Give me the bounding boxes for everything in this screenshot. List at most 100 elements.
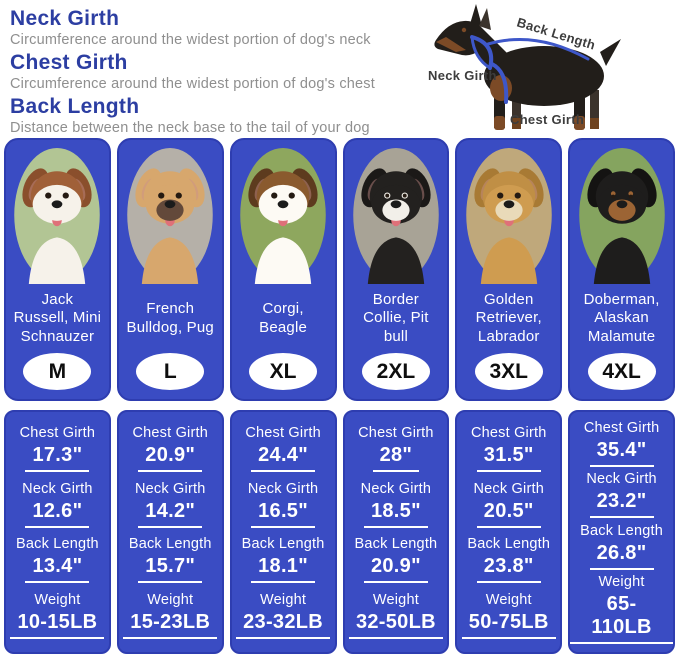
size-card-xl: Corgi, Beagle XL	[229, 138, 337, 401]
weight-group: Weight 23-32LB	[236, 592, 331, 640]
neck-girth-value: 16.5"	[251, 500, 316, 528]
definition-chest-girth: Chest Girth Circumference around the wid…	[10, 51, 422, 92]
measurement-label: Back Length	[467, 536, 551, 553]
definition-title: Back Length	[10, 95, 140, 118]
back-length-value: 15.7"	[138, 555, 203, 584]
chest-girth-value: 24.4"	[251, 444, 316, 472]
spec-card-4xl: Chest Girth 35.4" Neck Girth 23.2" Back …	[568, 410, 675, 654]
dog-photo	[578, 147, 665, 284]
neck-girth-value: 18.5"	[363, 500, 428, 528]
measurement-label: Neck Girth	[473, 480, 544, 497]
breed-label: French Bulldog, Pug	[126, 299, 214, 336]
size-badge-text: 2XL	[376, 359, 416, 383]
measurement-definitions: Neck Girth Circumference around the wide…	[10, 4, 422, 138]
chest-girth-group: Chest Girth 35.4"	[583, 420, 660, 468]
measurement-label: Weight	[260, 592, 307, 609]
dog-photo	[465, 147, 552, 284]
definition-title: Neck Girth	[10, 7, 120, 30]
measurement-label: Chest Girth	[358, 424, 434, 441]
dog-photo	[127, 147, 213, 284]
neck-girth-value: 23.2"	[589, 490, 654, 519]
definition-back-length: Back Length Distance between the neck ba…	[10, 95, 422, 136]
size-badge: 2XL	[361, 353, 430, 390]
measurement-label: Chest Girth	[470, 424, 547, 441]
neck-girth-value: 14.2"	[138, 500, 203, 528]
chest-girth-value: 17.3"	[25, 444, 90, 472]
back-length-value: 26.8"	[589, 542, 654, 570]
dog-photo	[14, 147, 101, 284]
definition-description: Circumference around the widest portion …	[10, 76, 375, 92]
size-card-2xl: Border Collie, Pit bull 2XL	[342, 138, 450, 401]
size-badge-text: 3XL	[489, 359, 528, 383]
chest-girth-group: Chest Girth 31.5"	[471, 425, 547, 472]
size-badge-text: L	[163, 359, 177, 383]
measurement-label: Weight	[598, 573, 645, 590]
back-length-value: 23.8"	[476, 555, 541, 584]
dog-measurement-diagram: Back Length Neck Girth Chest Girth	[422, 4, 679, 138]
weight-group: Weight 10-15LB	[10, 592, 105, 640]
chest-strap	[490, 62, 509, 104]
size-badge: 4XL	[587, 353, 656, 390]
neck-girth-label: Neck Girth	[428, 68, 497, 83]
definition-neck-girth: Neck Girth Circumference around the wide…	[10, 7, 422, 48]
neck-girth-group: Neck Girth 23.2"	[586, 471, 657, 519]
neck-girth-group: Neck Girth 20.5"	[473, 481, 544, 528]
back-length-group: Back Length 13.4"	[16, 536, 99, 584]
spec-card-l: Chest Girth 20.9" Neck Girth 14.2" Back …	[116, 410, 224, 654]
neck-girth-value: 12.6"	[25, 500, 90, 528]
back-length-line	[486, 38, 590, 61]
measurement-label: Back Length	[580, 522, 663, 539]
measurement-label: Chest Girth	[132, 424, 208, 441]
neck-girth-group: Neck Girth 18.5"	[361, 481, 432, 528]
spec-card-2xl: Chest Girth 28" Neck Girth 18.5" Back Le…	[342, 410, 450, 654]
measurement-label: Weight	[485, 592, 532, 609]
breed-label: Border Collie, Pit bull	[363, 290, 429, 345]
spec-card-xl: Chest Girth 24.4" Neck Girth 16.5" Back …	[229, 410, 337, 654]
weight-value: 50-75LB	[461, 611, 556, 640]
measurement-label: Neck Girth	[586, 471, 657, 488]
breed-label: Corgi, Beagle	[259, 299, 308, 336]
dog-photo	[353, 147, 439, 284]
weight-value: 32-50LB	[348, 611, 443, 640]
weight-value: 23-32LB	[236, 611, 331, 640]
size-card-l: French Bulldog, Pug L	[116, 138, 224, 401]
measurement-cards-row: Chest Girth 17.3" Neck Girth 12.6" Back …	[0, 410, 679, 654]
chest-girth-group: Chest Girth 24.4"	[245, 425, 321, 472]
chest-girth-label: Chest Girth	[510, 112, 584, 127]
weight-value: 65-110LB	[570, 593, 673, 644]
chest-girth-value: 35.4"	[589, 439, 654, 468]
definition-description: Distance between the neck base to the ta…	[10, 120, 370, 136]
chest-girth-group: Chest Girth 20.9"	[132, 425, 208, 472]
definition-description: Circumference around the widest portion …	[10, 32, 371, 48]
measurement-label: Back Length	[241, 536, 325, 553]
back-length-group: Back Length 20.9"	[355, 536, 438, 584]
weight-group: Weight 50-75LB	[461, 592, 556, 640]
back-length-group: Back Length 15.7"	[128, 536, 212, 584]
measurement-label: Neck Girth	[360, 480, 432, 497]
measurement-label: Chest Girth	[583, 420, 660, 437]
back-length-value: 13.4"	[25, 555, 90, 584]
measurement-label: Neck Girth	[22, 480, 93, 497]
size-badge-text: 4XL	[602, 359, 641, 383]
neck-girth-value: 20.5"	[476, 500, 541, 528]
definition-title: Chest Girth	[10, 51, 128, 74]
spec-card-3xl: Chest Girth 31.5" Neck Girth 20.5" Back …	[455, 410, 563, 654]
size-card-m: Jack Russell, Mini Schnauzer M	[4, 138, 111, 401]
measurement-label: Weight	[372, 592, 419, 609]
measurement-label: Back Length	[128, 536, 212, 553]
chest-girth-value: 28"	[372, 444, 420, 472]
neck-girth-group: Neck Girth 16.5"	[248, 481, 319, 528]
neck-girth-group: Neck Girth 14.2"	[135, 481, 206, 528]
measurement-label: Neck Girth	[134, 480, 206, 497]
weight-value: 10-15LB	[10, 611, 105, 640]
dog-illustration: Back Length Neck Girth Chest Girth	[428, 4, 621, 130]
measurement-label: Chest Girth	[19, 424, 96, 441]
breed-cards-row: Jack Russell, Mini Schnauzer M French Bu…	[0, 138, 679, 401]
back-length-group: Back Length 18.1"	[241, 536, 325, 584]
weight-group: Weight 15-23LB	[123, 592, 218, 640]
weight-value: 15-23LB	[123, 611, 218, 640]
back-length-group: Back Length 23.8"	[467, 536, 551, 584]
neck-strap-inner	[470, 35, 492, 70]
dog-photo	[240, 147, 326, 284]
chest-girth-group: Chest Girth 28"	[358, 425, 434, 472]
